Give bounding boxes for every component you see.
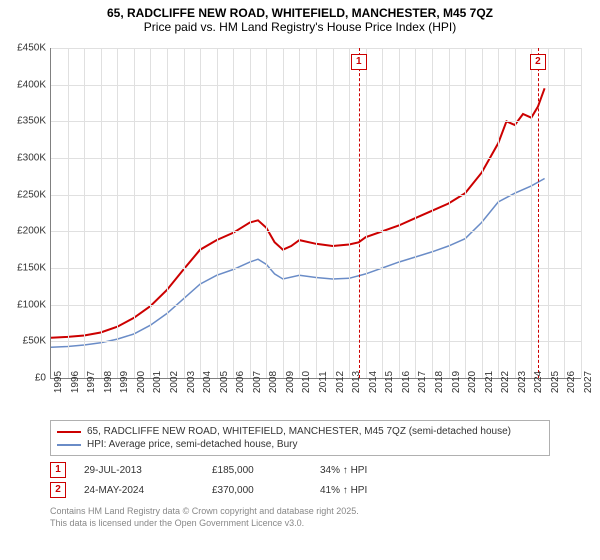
x-tick-label: 2000 <box>136 371 147 393</box>
marker-badge-2: 2 <box>50 482 66 498</box>
x-tick-label: 2004 <box>202 371 213 393</box>
marker-hpi-1: 34% ↑ HPI <box>320 465 410 476</box>
x-tick-label: 1998 <box>103 371 114 393</box>
chart-title-line2: Price paid vs. HM Land Registry's House … <box>0 20 600 38</box>
x-tick-label: 2015 <box>384 371 395 393</box>
x-tick-label: 1997 <box>86 371 97 393</box>
x-tick-label: 2003 <box>186 371 197 393</box>
x-tick-label: 2021 <box>484 371 495 393</box>
legend-swatch-hpi <box>57 444 81 446</box>
y-tick-label: £250K <box>0 189 46 200</box>
x-tick-label: 1995 <box>53 371 64 393</box>
marker-flag-1: 1 <box>351 54 367 70</box>
series-line-price_paid <box>51 88 545 337</box>
legend-box: 65, RADCLIFFE NEW ROAD, WHITEFIELD, MANC… <box>50 420 550 456</box>
y-tick-label: £150K <box>0 263 46 274</box>
x-tick-label: 2014 <box>368 371 379 393</box>
x-tick-label: 2017 <box>417 371 428 393</box>
marker-hpi-2: 41% ↑ HPI <box>320 485 410 496</box>
chart-area: £0 £50K £100K £150K £200K £250K £300K £350K £400… <box>0 38 600 418</box>
x-tick-label: 2024 <box>533 371 544 393</box>
x-tick-label: 2012 <box>335 371 346 393</box>
x-tick-label: 2011 <box>318 371 329 393</box>
x-tick-label: 2013 <box>351 371 362 393</box>
legend-label-price-paid: 65, RADCLIFFE NEW ROAD, WHITEFIELD, MANC… <box>87 426 511 437</box>
footer-attribution: Contains HM Land Registry data © Crown c… <box>50 506 550 529</box>
marker-table: 1 29-JUL-2013 £185,000 34% ↑ HPI 2 24-MA… <box>50 460 550 500</box>
x-tick-label: 2023 <box>517 371 528 393</box>
marker-vline-2 <box>538 48 539 378</box>
legend-item-price-paid: 65, RADCLIFFE NEW ROAD, WHITEFIELD, MANC… <box>57 425 543 438</box>
x-tick-label: 2010 <box>301 371 312 393</box>
y-tick-label: £300K <box>0 153 46 164</box>
legend-swatch-price-paid <box>57 431 81 433</box>
footer-line2: This data is licensed under the Open Gov… <box>50 518 550 530</box>
y-tick-label: £200K <box>0 226 46 237</box>
x-tick-label: 2007 <box>252 371 263 393</box>
marker-date-2: 24-MAY-2024 <box>84 485 194 496</box>
x-tick-label: 2022 <box>500 371 511 393</box>
marker-row-1: 1 29-JUL-2013 £185,000 34% ↑ HPI <box>50 460 550 480</box>
marker-badge-1: 1 <box>50 462 66 478</box>
y-tick-label: £50K <box>0 336 46 347</box>
x-tick-label: 2019 <box>451 371 462 393</box>
x-tick-label: 2002 <box>169 371 180 393</box>
marker-price-1: £185,000 <box>212 465 302 476</box>
x-tick-label: 2005 <box>219 371 230 393</box>
x-tick-label: 1999 <box>119 371 130 393</box>
x-tick-label: 2001 <box>152 371 163 393</box>
y-tick-label: £450K <box>0 43 46 54</box>
plot-region <box>50 48 581 379</box>
marker-vline-1 <box>359 48 360 378</box>
x-tick-label: 2027 <box>583 371 594 393</box>
chart-title-line1: 65, RADCLIFFE NEW ROAD, WHITEFIELD, MANC… <box>0 0 600 20</box>
x-tick-label: 2020 <box>467 371 478 393</box>
x-tick-label: 2016 <box>401 371 412 393</box>
marker-flag-2: 2 <box>530 54 546 70</box>
x-tick-label: 2026 <box>566 371 577 393</box>
legend-item-hpi: HPI: Average price, semi-detached house,… <box>57 438 543 451</box>
y-tick-label: £350K <box>0 116 46 127</box>
x-tick-label: 1996 <box>70 371 81 393</box>
y-tick-label: £400K <box>0 79 46 90</box>
y-tick-label: £0 <box>0 373 46 384</box>
y-tick-label: £100K <box>0 299 46 310</box>
x-tick-label: 2025 <box>550 371 561 393</box>
footer-line1: Contains HM Land Registry data © Crown c… <box>50 506 550 518</box>
chart-container: 65, RADCLIFFE NEW ROAD, WHITEFIELD, MANC… <box>0 0 600 560</box>
marker-date-1: 29-JUL-2013 <box>84 465 194 476</box>
x-tick-label: 2009 <box>285 371 296 393</box>
marker-price-2: £370,000 <box>212 485 302 496</box>
marker-row-2: 2 24-MAY-2024 £370,000 41% ↑ HPI <box>50 480 550 500</box>
x-tick-label: 2018 <box>434 371 445 393</box>
x-tick-label: 2008 <box>268 371 279 393</box>
x-tick-label: 2006 <box>235 371 246 393</box>
legend-label-hpi: HPI: Average price, semi-detached house,… <box>87 439 297 450</box>
